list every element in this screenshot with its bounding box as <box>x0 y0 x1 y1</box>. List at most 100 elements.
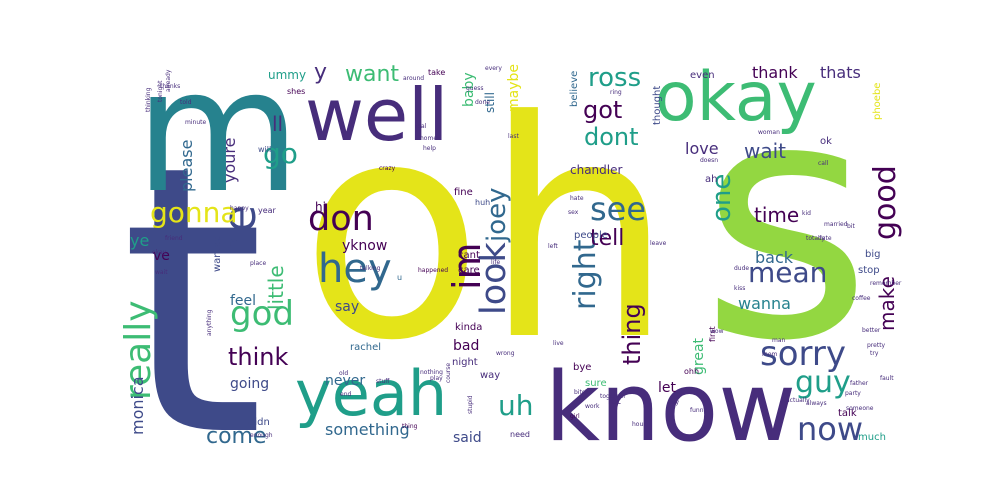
word-153-live: live <box>553 340 564 347</box>
word-160-mom: mom <box>762 351 778 358</box>
word-17-god: god <box>230 294 294 334</box>
word-102-call: call <box>818 160 829 167</box>
word-58-let: let <box>658 380 677 396</box>
word-93-take: take <box>428 68 445 77</box>
word-5-well: well <box>305 73 448 157</box>
word-164-okay: okay <box>152 249 167 256</box>
word-29-go: go <box>263 137 298 170</box>
word-22-guy: guy <box>795 365 851 400</box>
word-81-talk: talk <box>838 408 857 419</box>
word-167-kiss: kiss <box>734 285 745 292</box>
word-24-good: good <box>868 165 903 240</box>
word-124-friend: friend <box>165 235 183 242</box>
word-105-actually: actually <box>786 397 810 404</box>
word-129-told: told <box>180 99 192 106</box>
word-120-anything: anything <box>206 309 213 336</box>
word-12-right: right <box>568 239 603 310</box>
word-126-tonight: tonight <box>157 80 164 102</box>
word-152-play: play <box>430 375 443 382</box>
word-77-sure: sure <box>585 378 607 389</box>
word-35-tell: tell <box>590 226 624 251</box>
word-140-kid: kid <box>802 210 811 217</box>
word-137-woman: woman <box>758 129 780 136</box>
word-69-fine: fine <box>454 187 473 198</box>
word-108-girl: girl <box>570 413 580 420</box>
word-20-uh: uh <box>498 389 534 422</box>
word-61-ve: ve <box>153 248 170 264</box>
word-65-chandler: chandler <box>570 163 622 177</box>
word-64-hi: hi <box>315 200 326 214</box>
word-67-believe: believe <box>569 71 580 107</box>
word-104-remember: remember <box>870 280 902 287</box>
word-46-wanna: wanna <box>738 294 791 313</box>
word-132-every: every <box>485 65 502 72</box>
word-113-funny: funny <box>690 407 708 414</box>
word-103-coffee: coffee <box>852 295 871 302</box>
word-138-totally: totally <box>806 235 825 242</box>
word-150-old: old <box>339 370 348 377</box>
word-1-s: s <box>700 29 872 413</box>
word-62-ye: ye <box>130 231 149 250</box>
word-31-little: little <box>264 265 288 310</box>
word-8-hey: hey <box>318 246 392 292</box>
word-106-party: party <box>845 390 861 397</box>
word-127-already: already <box>165 69 172 92</box>
word-49-youre: youre <box>220 138 239 183</box>
word-121-place: place <box>250 260 266 267</box>
word-89-ok: ok <box>820 136 832 147</box>
word-27-got: got <box>583 96 622 124</box>
word-11-im: im <box>445 242 489 290</box>
word-145-pretty: pretty <box>867 342 886 349</box>
word-9-re: re <box>213 205 266 250</box>
word-80-lot: lot <box>608 396 621 407</box>
word-25-want: want <box>345 62 399 87</box>
word-56-said: said <box>453 430 482 446</box>
word-70-kinda: kinda <box>455 322 482 333</box>
word-72-cant: cant <box>458 250 480 261</box>
word-41-something: something <box>325 420 410 439</box>
word-118-hate: hate <box>570 195 584 202</box>
word-90-phoebe: phoebe <box>872 83 883 120</box>
word-75-night: night <box>452 357 478 368</box>
word-53-going: going <box>230 376 269 392</box>
word-114-together: together <box>600 393 626 400</box>
word-47-back: back <box>755 248 794 267</box>
word-99-happened: happened <box>418 267 448 274</box>
word-85-wanted: wanted <box>212 235 223 272</box>
word-78-bye: bye <box>573 362 591 373</box>
word-48-please: please <box>177 140 196 192</box>
word-151-end: end <box>340 391 351 398</box>
word-116-enough: enough <box>250 432 273 439</box>
word-133-real: real <box>415 123 427 130</box>
word-87-stop: stop <box>858 265 880 276</box>
word-76-way: way <box>480 370 500 381</box>
word-142-bit: bit <box>847 223 855 230</box>
word-68-thought: thought <box>652 86 663 125</box>
word-15-really: really <box>118 300 159 400</box>
word-28-dont: dont <box>584 123 639 151</box>
word-45-maybe: maybe <box>506 64 522 112</box>
word-110-day: day <box>668 399 679 406</box>
word-82-much: much <box>858 432 886 443</box>
word-57-bad: bad <box>453 338 479 354</box>
word-131-ring: ring <box>610 89 622 96</box>
word-112-someone: someone <box>846 405 874 412</box>
word-26-ross: ross <box>588 63 641 93</box>
word-30-think: think <box>228 343 289 371</box>
word-94-will: will <box>258 145 271 154</box>
word-156-done: done <box>475 99 490 106</box>
word-51-yknow: yknow <box>342 238 387 254</box>
word-42-thank: thank <box>752 63 798 82</box>
word-134-home: home <box>420 135 437 142</box>
word-107-fault: fault <box>880 375 894 382</box>
word-163-sex: sex <box>568 209 579 216</box>
word-149-stupid: stupid <box>467 395 474 414</box>
word-111-always: always <box>806 400 827 407</box>
word-63-ummy: ummy <box>268 68 306 82</box>
word-86-year: year <box>258 206 277 215</box>
word-23-now: now <box>797 410 863 448</box>
word-21-mean: mean <box>748 256 827 289</box>
